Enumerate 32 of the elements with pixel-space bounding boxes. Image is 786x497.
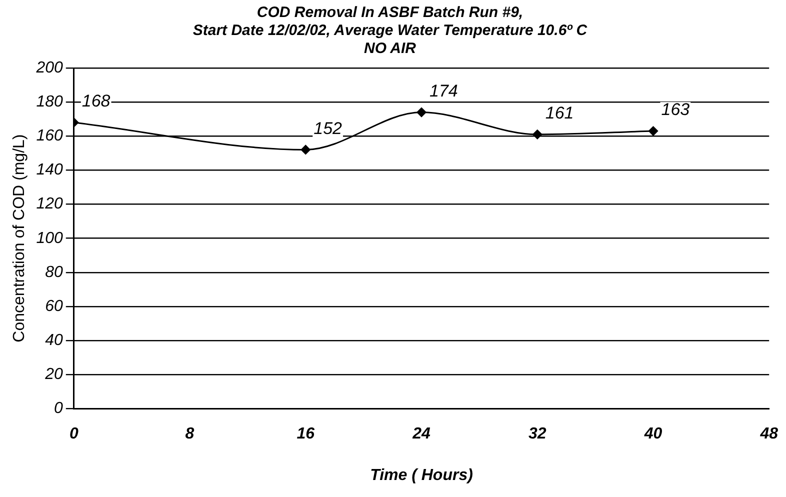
x-tick-label: 48 (759, 426, 778, 443)
y-tick-label: 20 (44, 366, 63, 383)
y-tick-label: 180 (36, 94, 63, 111)
y-tick-label: 100 (36, 230, 63, 247)
y-tick-label: 60 (45, 298, 63, 315)
text: COD Removal In ASBF Batch Run #9, (256, 4, 524, 22)
x-tick-label: 16 (296, 426, 315, 443)
text: NO AIR (364, 40, 416, 58)
data-label: 163 (661, 100, 690, 120)
x-tick-label: 24 (412, 426, 430, 443)
y-tick-label: 0 (54, 400, 63, 418)
text: Start Date 12/02/02, Average Water Temperature 10.6º C (192, 22, 588, 40)
data-label: 152 (314, 118, 343, 138)
y-tick-label: 200 (35, 59, 63, 76)
x-tick-label: 8 (185, 426, 194, 443)
y-tick-label: 80 (45, 264, 63, 281)
x-tick-label: 32 (528, 426, 546, 443)
x-tick-label: 40 (643, 426, 662, 443)
point (300, 144, 310, 154)
y-tick-label: 40 (45, 332, 63, 349)
y-tick-label: 120 (36, 196, 63, 213)
data-label: 168 (82, 92, 111, 111)
y-tick-label: 140 (36, 162, 63, 179)
point (648, 126, 658, 136)
data-label: 161 (545, 104, 574, 123)
x-axis-title: Time ( Hours) (370, 466, 473, 484)
data-label: 174 (430, 82, 458, 101)
y-axis-title: Concentration of COD (mg/L) (11, 134, 28, 342)
point (416, 108, 426, 118)
y-tick-label: 160 (36, 128, 63, 145)
point (532, 130, 542, 140)
x-tick-label: 0 (69, 426, 78, 443)
